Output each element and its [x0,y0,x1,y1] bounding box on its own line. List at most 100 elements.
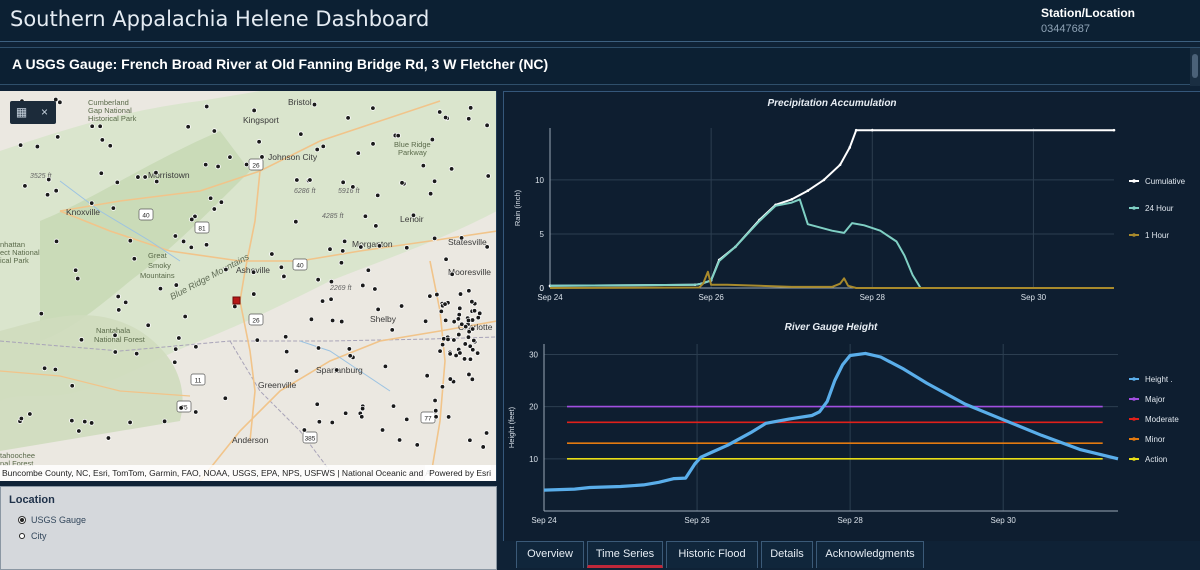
gauge-marker[interactable] [465,317,472,324]
gauge-marker[interactable] [127,419,133,426]
gauge-marker[interactable] [250,269,257,275]
gauge-marker[interactable] [308,316,315,323]
gauge-marker[interactable] [443,256,449,262]
gauge-marker[interactable] [154,178,160,185]
gauge-marker[interactable] [232,303,238,310]
gauge-marker[interactable] [193,409,199,415]
gauge-marker[interactable] [172,346,179,352]
gauge-marker[interactable] [465,334,472,340]
gauge-marker[interactable] [438,308,445,315]
gauge-marker[interactable] [340,248,346,254]
gauge-marker[interactable] [467,343,473,349]
gauge-marker[interactable] [222,395,229,401]
gauge-marker[interactable] [218,199,225,205]
gauge-marker[interactable] [362,213,369,219]
gauge-marker[interactable] [46,176,52,183]
gauge-marker[interactable] [110,205,117,211]
gauge-marker[interactable] [98,170,104,176]
gauge-marker[interactable] [345,115,351,121]
gauge-marker[interactable] [38,310,45,317]
gauge-marker[interactable] [379,427,386,433]
gauge-marker[interactable] [414,442,420,448]
gauge-marker[interactable] [470,347,476,353]
gauge-marker[interactable] [441,336,447,342]
scrollbar-thumb[interactable] [1192,54,1198,78]
gauge-marker[interactable] [89,200,95,206]
gauge-marker[interactable] [347,353,353,359]
gauge-marker[interactable] [399,180,405,186]
gauge-marker[interactable] [207,195,214,201]
gauge-marker[interactable] [359,405,366,412]
gauge-marker[interactable] [227,154,233,160]
gauge-marker[interactable] [420,162,427,169]
gauge-marker[interactable] [471,308,478,314]
gauge-marker[interactable] [484,122,490,129]
gauge-marker[interactable] [376,243,383,249]
gauge-marker[interactable] [112,349,118,355]
gauge-marker[interactable] [328,278,335,285]
gauge-marker[interactable] [350,184,356,190]
gauge-marker[interactable] [395,132,401,139]
gauge-marker[interactable] [355,150,361,156]
gauge-marker[interactable] [434,291,440,298]
gauge-marker[interactable] [105,435,112,441]
gauge-marker[interactable] [431,178,438,185]
gauge-marker[interactable] [469,298,475,305]
gauge-marker[interactable] [259,154,265,160]
gauge-marker[interactable] [469,326,476,332]
gauge-marker[interactable] [97,123,103,130]
gauge-marker[interactable] [185,124,191,130]
gauge-marker[interactable] [69,383,75,389]
gauge-marker[interactable] [342,410,349,416]
gauge-marker[interactable] [457,305,463,312]
gauge-marker[interactable] [78,337,85,343]
gauge-marker[interactable] [432,397,438,404]
gauge-marker[interactable] [203,242,210,248]
gauge-marker[interactable] [69,417,75,424]
gauge-marker[interactable] [157,285,164,292]
gauge-marker[interactable] [115,293,121,300]
series-point[interactable] [838,163,842,167]
gauge-marker[interactable] [145,322,151,328]
series-point[interactable] [1112,128,1116,132]
gauge-marker[interactable] [462,341,468,347]
gauge-marker[interactable] [178,405,184,411]
gauge-marker[interactable] [433,408,439,414]
gauge-marker[interactable] [365,267,372,273]
gauge-marker[interactable] [41,365,48,371]
gauge-marker[interactable] [53,187,59,194]
gauge-marker[interactable] [439,341,446,348]
gauge-marker[interactable] [451,337,457,343]
series-line-height[interactable] [543,351,1119,492]
gauge-marker[interactable] [172,359,178,365]
gauge-marker[interactable] [107,143,113,149]
gauge-marker[interactable] [485,173,491,179]
gauge-marker[interactable] [360,282,366,289]
gauge-marker[interactable] [172,233,179,239]
gauge-marker[interactable] [390,403,397,409]
gauge-marker[interactable] [467,105,474,111]
gauge-marker[interactable] [89,123,95,129]
gauge-marker[interactable] [293,219,299,225]
tab-time-series[interactable]: Time Series [587,541,663,568]
gauge-marker[interactable] [329,419,335,426]
legend-label[interactable]: 24 Hour [1145,204,1174,213]
legend-label[interactable]: 1 Hour [1145,231,1169,240]
series-line-24-hour[interactable] [549,198,1114,289]
series-point[interactable] [790,198,794,201]
gauge-marker[interactable] [204,103,210,110]
gauge-marker[interactable] [34,143,41,150]
gauge-marker[interactable] [298,131,304,137]
legend-label[interactable]: Height . [1145,375,1173,384]
legend-label[interactable]: Minor [1145,435,1165,444]
gauge-marker[interactable] [442,114,449,121]
gauge-marker[interactable] [449,271,455,277]
gauge-marker[interactable] [458,235,465,241]
gauge-marker[interactable] [375,192,381,199]
gauge-marker[interactable] [433,414,439,420]
gauge-marker[interactable] [442,301,448,307]
gauge-marker[interactable] [466,288,472,294]
gauge-marker[interactable] [346,346,353,352]
scrollbar[interactable] [1190,48,1200,86]
